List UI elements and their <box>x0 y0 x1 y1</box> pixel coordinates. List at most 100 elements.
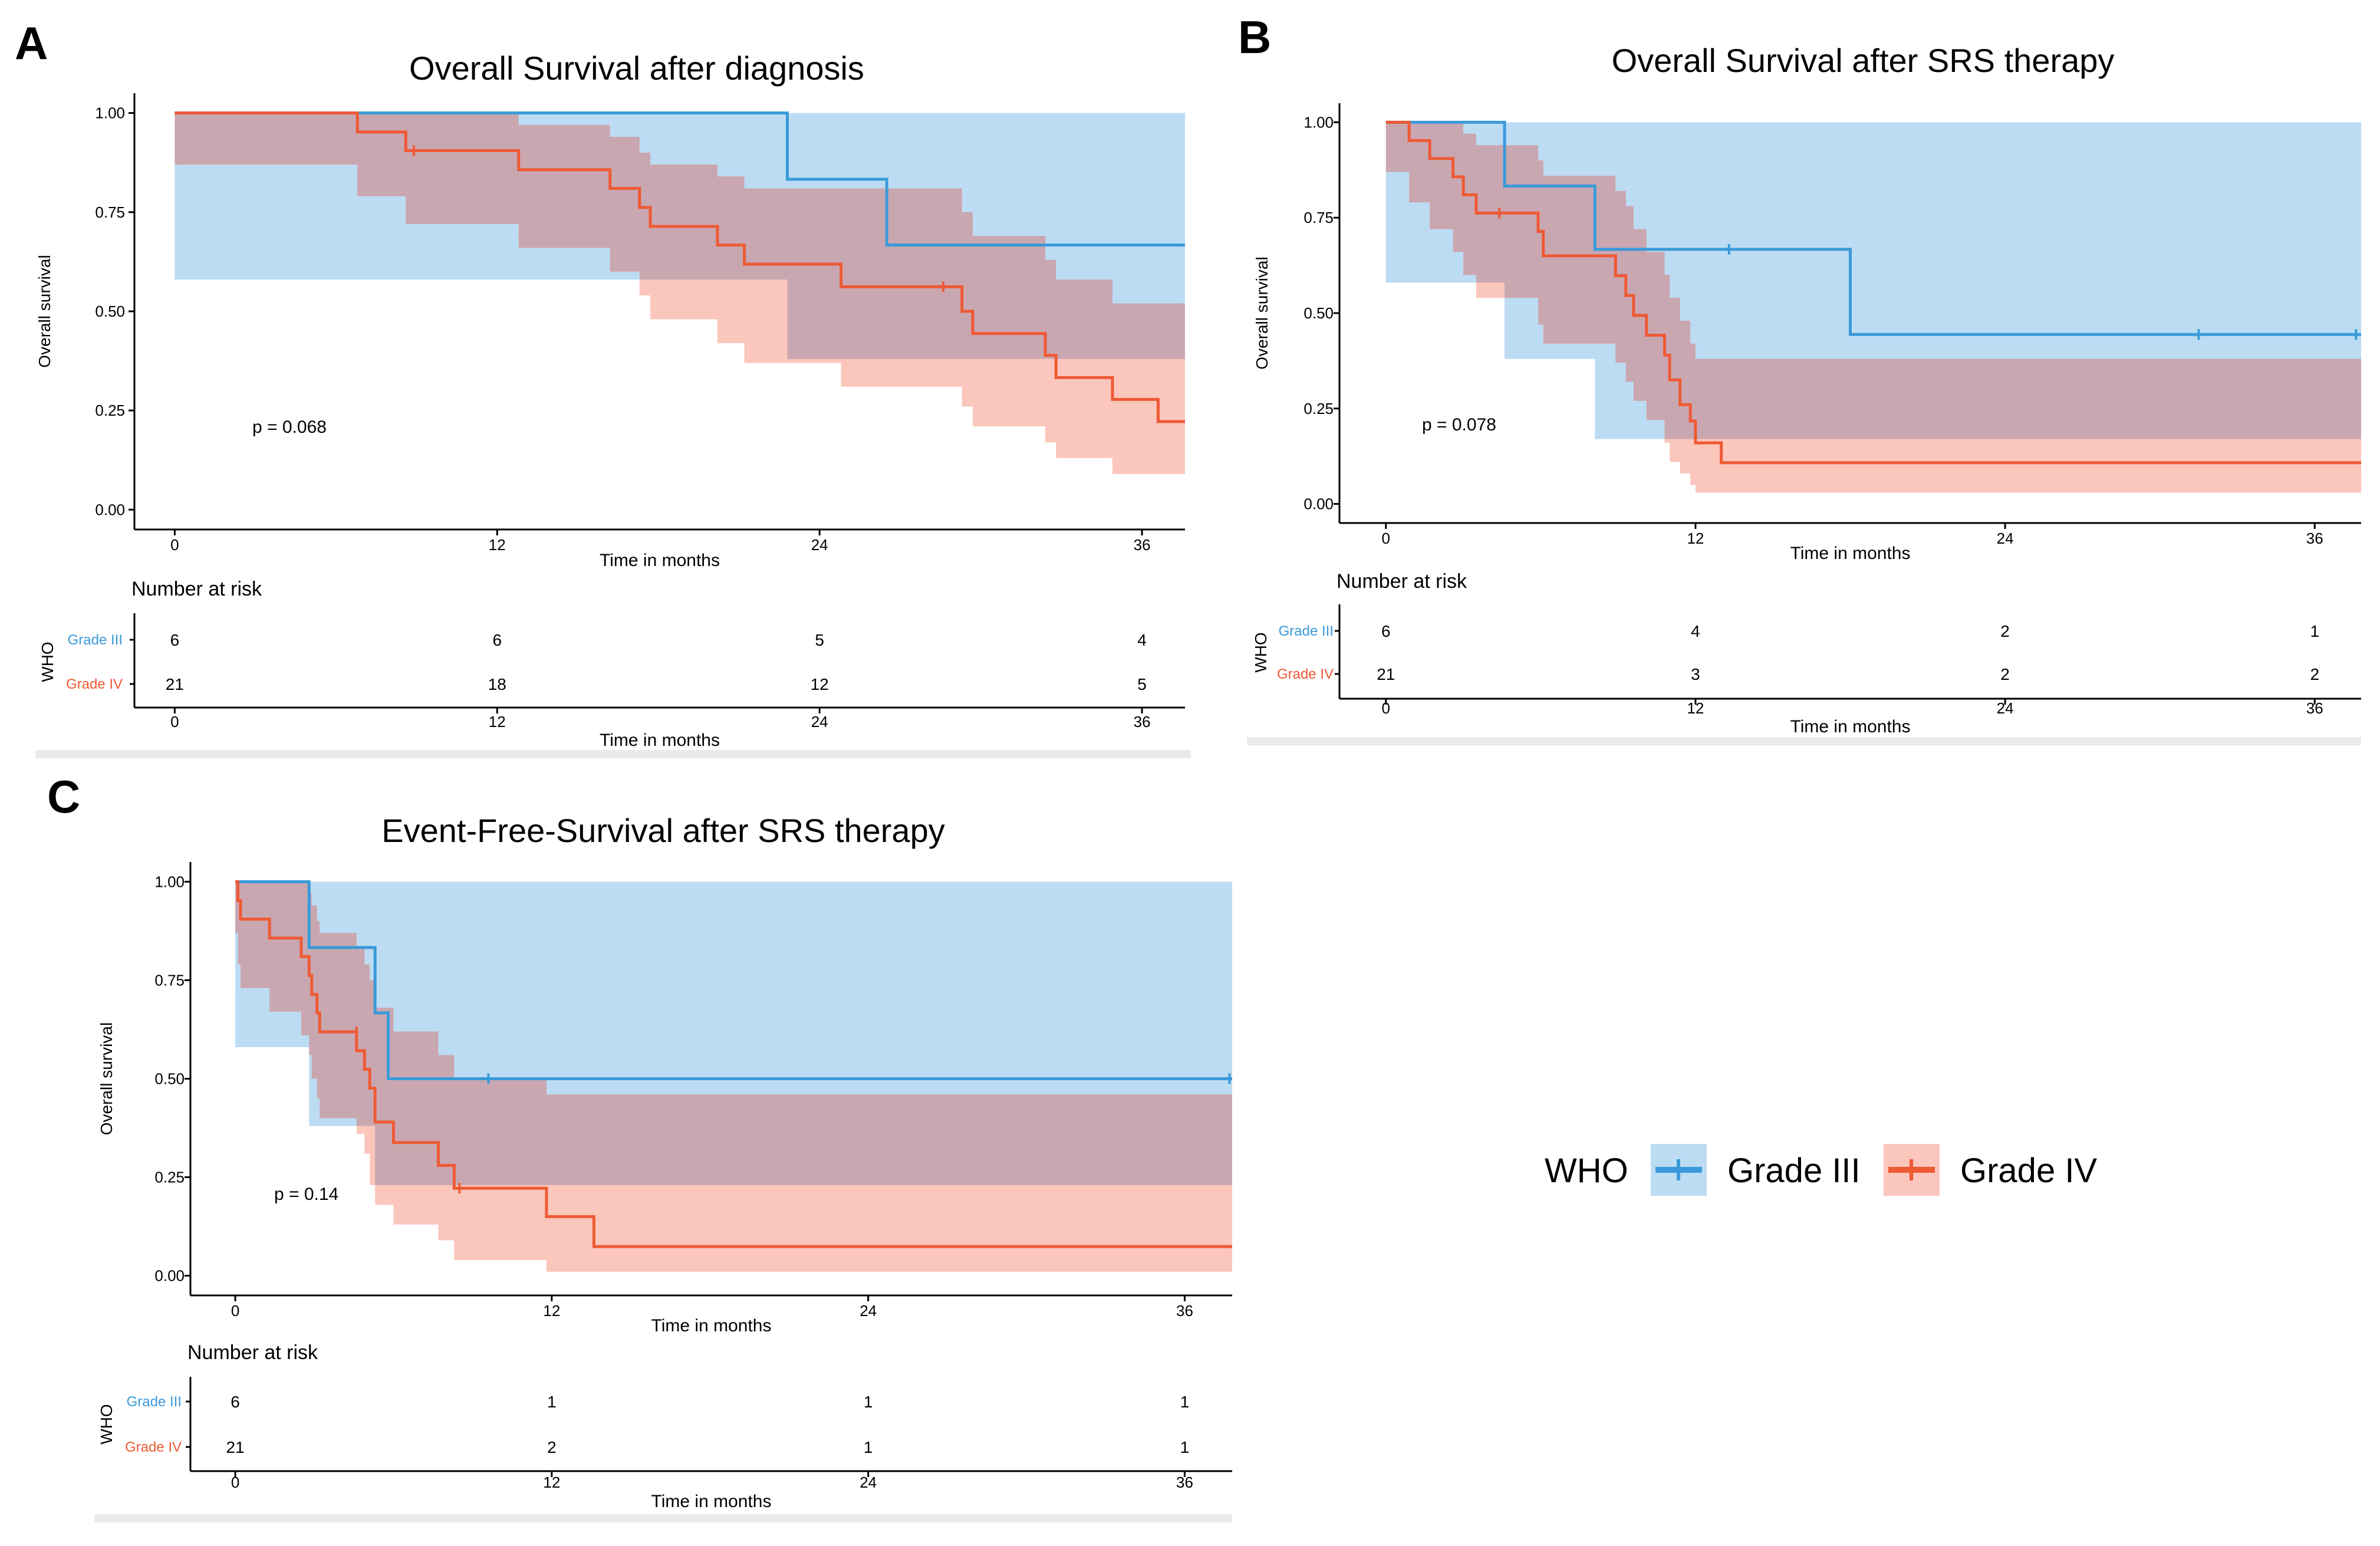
panel-letter-b: B <box>1238 11 1271 63</box>
risk-count: 5 <box>1137 675 1147 693</box>
y-axis-title: Overall survival <box>97 1022 116 1135</box>
risk-x-tick-label: 24 <box>860 1473 877 1491</box>
risk-x-tick-label: 0 <box>1382 699 1390 717</box>
risk-x-tick-label: 36 <box>2306 699 2323 717</box>
panel-shadow <box>94 1514 1232 1522</box>
km-curve-grade-iii <box>1385 120 2361 336</box>
panel-a: A Overall Survival after diagnosis 0.000… <box>15 17 1191 758</box>
y-tick-label: 0.25 <box>1303 400 1334 417</box>
risk-x-tick-label: 12 <box>489 713 506 731</box>
risk-stratum-label: WHO <box>1252 632 1270 672</box>
risk-count: 2 <box>2000 622 2010 640</box>
risk-count: 4 <box>1691 622 1700 640</box>
risk-table-b: Number at risk WHO Grade III 6 4 2 1 Grade IV 2 1… <box>1247 570 2361 745</box>
risk-row-label: Grade III <box>1279 623 1334 639</box>
risk-x-tick-label: 12 <box>543 1473 560 1491</box>
risk-row-label: Grade IV <box>1277 666 1334 682</box>
risk-count: 1 <box>864 1393 873 1411</box>
risk-table-a: Number at risk WHO Grade III 6 6 5 4 Grade IV 21… <box>35 578 1191 758</box>
x-tick-label: 12 <box>1687 529 1704 547</box>
risk-x-tick-label: 0 <box>231 1473 239 1491</box>
km-curve-grade-iii <box>235 880 1232 1080</box>
risk-x-tick-label: 24 <box>811 713 828 731</box>
risk-x-tick-label: 12 <box>1687 699 1704 717</box>
x-tick-label: 0 <box>231 1302 239 1320</box>
risk-row-label: Grade III <box>68 632 123 648</box>
legend-label-grade-iv: Grade IV <box>1960 1152 2097 1190</box>
risk-x-tick-label: 24 <box>1997 699 2014 717</box>
risk-count: 6 <box>170 631 180 649</box>
km-curve-grade-iii <box>175 111 1185 247</box>
x-axis-title: Time in months <box>651 1316 772 1336</box>
risk-table-title: Number at risk <box>187 1341 318 1364</box>
risk-count: 6 <box>492 631 502 649</box>
x-axis-title: Time in months <box>600 551 720 570</box>
panel-letter-c: C <box>47 771 80 823</box>
x-axis-title: Time in months <box>1790 544 1911 563</box>
panel-a-title: Overall Survival after diagnosis <box>409 50 864 87</box>
risk-count: 21 <box>166 675 184 693</box>
risk-count: 2 <box>2310 665 2319 683</box>
y-tick-label: 0.25 <box>95 402 125 419</box>
y-tick-label: 0.00 <box>154 1267 185 1285</box>
km-curve-grade-iv <box>1385 120 2361 465</box>
risk-count: 6 <box>1381 622 1391 640</box>
risk-count: 12 <box>811 675 829 693</box>
panel-c-title: Event-Free-Survival after SRS therapy <box>381 812 944 849</box>
ci-band-overlap <box>235 881 1232 1185</box>
y-axis-title: Overall survival <box>1253 256 1271 369</box>
x-tick-label: 12 <box>489 536 506 554</box>
panel-shadow <box>1247 737 2361 745</box>
panel-b: B Overall Survival after SRS therapy 0.0… <box>1238 11 2361 745</box>
risk-count: 4 <box>1137 631 1147 649</box>
risk-table-title: Number at risk <box>131 578 262 600</box>
x-tick-label: 24 <box>811 536 828 554</box>
y-tick-label: 0.50 <box>1303 304 1334 322</box>
km-curve-grade-iv <box>175 111 1185 423</box>
risk-count: 3 <box>1691 665 1700 683</box>
risk-row-label: Grade IV <box>125 1439 182 1455</box>
x-tick-label: 0 <box>1382 529 1390 547</box>
risk-count: 1 <box>864 1438 873 1456</box>
risk-x-axis-title: Time in months <box>1790 717 1911 736</box>
risk-x-tick-label: 0 <box>170 713 179 731</box>
p-value: p = 0.14 <box>274 1185 338 1204</box>
risk-row-label: Grade IV <box>66 676 123 692</box>
x-tick-label: 12 <box>543 1302 560 1320</box>
risk-count: 18 <box>488 675 506 693</box>
ci-band-overlap <box>1385 122 2361 439</box>
x-tick-label: 36 <box>2306 529 2323 547</box>
km-curve-grade-iv <box>235 880 1232 1248</box>
y-tick-label: 1.00 <box>154 873 185 890</box>
x-tick-label: 24 <box>860 1302 877 1320</box>
x-tick-label: 36 <box>1134 536 1151 554</box>
x-tick-label: 0 <box>170 536 179 554</box>
risk-x-tick-label: 36 <box>1176 1473 1193 1491</box>
risk-count: 2 <box>2000 665 2010 683</box>
y-tick-label: 0.00 <box>1303 495 1334 513</box>
risk-x-axis-title: Time in months <box>600 731 720 750</box>
risk-stratum-label: WHO <box>38 642 57 682</box>
risk-count: 1 <box>1180 1438 1190 1456</box>
risk-table-title: Number at risk <box>1337 570 1467 593</box>
p-value: p = 0.068 <box>252 417 327 437</box>
km-plot-a: 0.00 0.25 0.50 0.75 1.00 0 12 24 36 Time in month… <box>35 93 1185 570</box>
y-tick-label: 0.50 <box>154 1070 185 1088</box>
risk-count: 6 <box>231 1393 240 1411</box>
km-plot-c: 0.00 0.25 0.50 0.75 1.00 0 12 24 36 Time in month… <box>97 862 1232 1336</box>
y-tick-label: 0.25 <box>154 1169 185 1186</box>
risk-count: 1 <box>2310 622 2319 640</box>
legend-title: WHO <box>1545 1152 1628 1190</box>
panel-b-title: Overall Survival after SRS therapy <box>1612 42 2115 79</box>
risk-count: 5 <box>815 631 824 649</box>
y-tick-label: 0.75 <box>1303 209 1334 226</box>
risk-x-axis-title: Time in months <box>651 1492 772 1511</box>
legend: WHO Grade III Grade IV <box>1545 1144 2097 1196</box>
y-tick-label: 0.50 <box>95 302 125 320</box>
risk-x-tick-label: 36 <box>1134 713 1151 731</box>
risk-count: 21 <box>226 1438 244 1456</box>
y-tick-label: 0.00 <box>95 501 125 518</box>
y-tick-label: 0.75 <box>95 203 125 221</box>
